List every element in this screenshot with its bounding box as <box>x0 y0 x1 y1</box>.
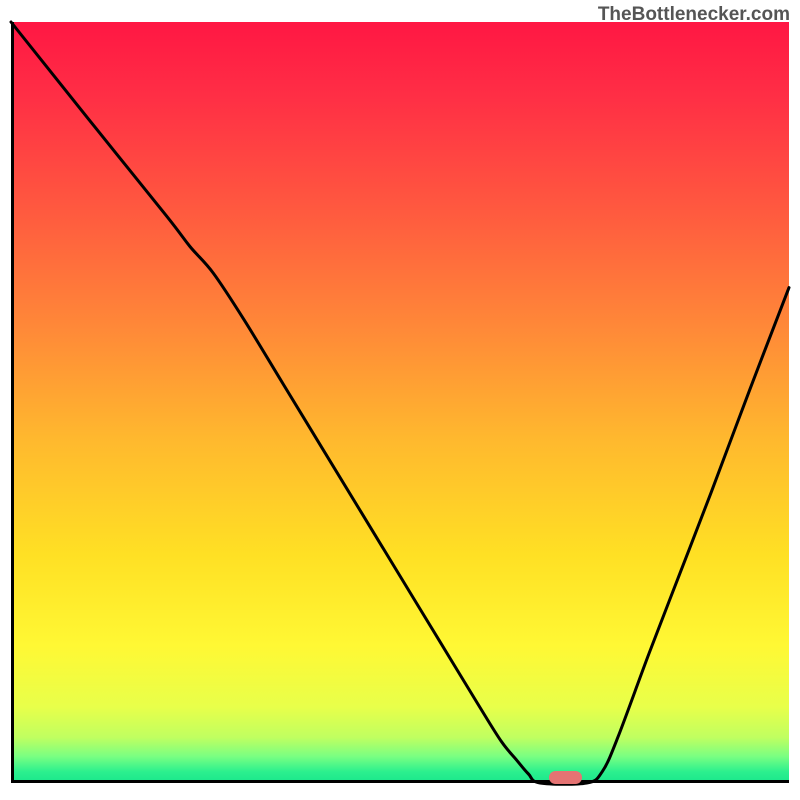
optimal-point-marker <box>549 771 582 784</box>
watermark-text: TheBottlenecker.com <box>598 4 790 26</box>
chart-curve-line <box>11 22 789 783</box>
bottleneck-chart <box>11 22 789 783</box>
x-axis-line <box>11 780 789 783</box>
y-axis-line <box>11 22 14 783</box>
